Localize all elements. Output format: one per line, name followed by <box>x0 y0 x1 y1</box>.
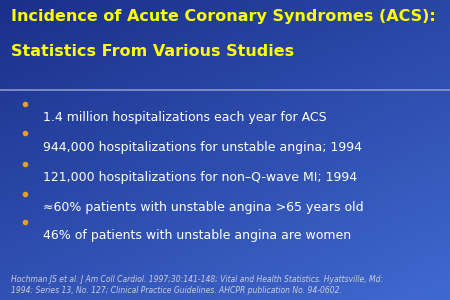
Text: 1.4 million hospitalizations each year for ACS: 1.4 million hospitalizations each year f… <box>43 111 326 124</box>
Text: Hochman JS et al. J Am Coll Cardiol. 1997;30:141-148; Vital and Health Statistic: Hochman JS et al. J Am Coll Cardiol. 199… <box>11 274 383 284</box>
Text: Statistics From Various Studies: Statistics From Various Studies <box>11 44 294 59</box>
Text: 46% of patients with unstable angina are women: 46% of patients with unstable angina are… <box>43 230 351 242</box>
Text: 121,000 hospitalizations for non–Q-wave MI; 1994: 121,000 hospitalizations for non–Q-wave … <box>43 171 357 184</box>
Text: 1994: Series 13, No. 127; Clinical Practice Guidelines. AHCPR publication No. 94: 1994: Series 13, No. 127; Clinical Pract… <box>11 286 342 295</box>
Text: Incidence of Acute Coronary Syndromes (ACS):: Incidence of Acute Coronary Syndromes (A… <box>11 9 436 24</box>
Text: 944,000 hospitalizations for unstable angina; 1994: 944,000 hospitalizations for unstable an… <box>43 141 362 154</box>
Text: ≈60% patients with unstable angina >65 years old: ≈60% patients with unstable angina >65 y… <box>43 201 364 214</box>
